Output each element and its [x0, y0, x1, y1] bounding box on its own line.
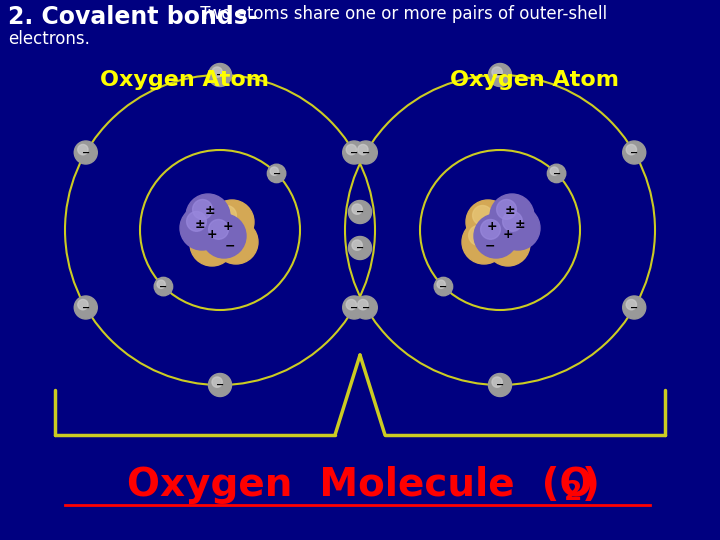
Text: Two atoms share one or more pairs of outer-shell: Two atoms share one or more pairs of out…	[195, 5, 607, 23]
Circle shape	[503, 212, 523, 231]
Text: −: −	[350, 302, 359, 313]
Text: −: −	[361, 147, 370, 158]
Circle shape	[214, 220, 258, 264]
Circle shape	[434, 278, 453, 296]
Circle shape	[486, 222, 530, 266]
Circle shape	[354, 296, 377, 319]
Text: ±: ±	[204, 204, 215, 217]
Circle shape	[186, 194, 230, 238]
Circle shape	[488, 64, 511, 86]
Circle shape	[212, 67, 222, 77]
Circle shape	[74, 141, 97, 164]
Circle shape	[490, 194, 534, 238]
Circle shape	[626, 144, 636, 155]
Text: +: +	[222, 219, 233, 233]
Circle shape	[492, 377, 503, 387]
Circle shape	[270, 167, 279, 176]
Circle shape	[190, 222, 234, 266]
Circle shape	[180, 206, 224, 250]
Text: −: −	[225, 240, 235, 253]
Circle shape	[354, 141, 377, 164]
Circle shape	[209, 374, 232, 396]
Circle shape	[497, 199, 516, 219]
Circle shape	[212, 377, 222, 387]
Text: −: −	[630, 302, 639, 313]
Text: −: −	[356, 243, 364, 253]
Circle shape	[186, 212, 207, 231]
Text: −: −	[272, 168, 281, 178]
Circle shape	[550, 167, 559, 176]
Text: +: +	[487, 219, 498, 233]
Circle shape	[466, 200, 510, 244]
Circle shape	[154, 278, 173, 296]
Circle shape	[547, 164, 566, 183]
Circle shape	[492, 67, 503, 77]
Circle shape	[469, 226, 488, 245]
Circle shape	[78, 300, 88, 310]
Circle shape	[358, 300, 368, 310]
Circle shape	[348, 237, 372, 260]
Text: ±: ±	[505, 204, 516, 217]
Text: −: −	[81, 302, 90, 313]
Text: electrons.: electrons.	[8, 30, 90, 48]
Circle shape	[358, 144, 368, 155]
Circle shape	[623, 141, 646, 164]
Circle shape	[472, 206, 492, 225]
Circle shape	[209, 219, 228, 239]
Circle shape	[481, 219, 500, 239]
Text: ): )	[582, 466, 600, 504]
Circle shape	[343, 296, 366, 319]
Text: −: −	[439, 281, 448, 292]
Text: −: −	[361, 302, 370, 313]
Text: −: −	[350, 147, 359, 158]
Circle shape	[220, 226, 240, 245]
Circle shape	[474, 214, 518, 258]
Circle shape	[352, 204, 362, 214]
Circle shape	[210, 200, 254, 244]
Circle shape	[197, 227, 217, 247]
Circle shape	[74, 296, 97, 319]
Circle shape	[202, 214, 246, 258]
Text: 2: 2	[564, 480, 582, 506]
Text: ±: ±	[194, 218, 205, 231]
Text: −: −	[630, 147, 639, 158]
Text: −: −	[356, 207, 364, 217]
Circle shape	[343, 141, 366, 164]
Circle shape	[488, 374, 511, 396]
Text: Oxygen Atom: Oxygen Atom	[101, 70, 269, 90]
Text: ±: ±	[515, 218, 526, 231]
Text: Oxygen Atom: Oxygen Atom	[451, 70, 619, 90]
Circle shape	[346, 144, 356, 155]
Circle shape	[209, 64, 232, 86]
Circle shape	[623, 296, 646, 319]
Text: −: −	[496, 380, 504, 390]
Circle shape	[217, 206, 236, 225]
Text: +: +	[503, 227, 513, 240]
Circle shape	[492, 227, 513, 247]
Text: −: −	[159, 281, 168, 292]
Circle shape	[462, 220, 506, 264]
Circle shape	[626, 300, 636, 310]
Text: −: −	[81, 147, 90, 158]
Text: +: +	[207, 227, 217, 240]
Circle shape	[193, 199, 212, 219]
Circle shape	[437, 280, 445, 288]
Text: −: −	[216, 380, 224, 390]
Circle shape	[352, 240, 362, 251]
Circle shape	[348, 200, 372, 224]
Text: Oxygen  Molecule  (O: Oxygen Molecule (O	[127, 466, 593, 504]
Text: −: −	[552, 168, 561, 178]
Circle shape	[346, 300, 356, 310]
Circle shape	[157, 280, 166, 288]
Circle shape	[496, 206, 540, 250]
Text: 2. Covalent bonds-: 2. Covalent bonds-	[8, 5, 258, 29]
Circle shape	[78, 144, 88, 155]
Text: −: −	[496, 70, 504, 80]
Text: −: −	[485, 240, 495, 253]
Text: −: −	[216, 70, 224, 80]
Circle shape	[267, 164, 286, 183]
